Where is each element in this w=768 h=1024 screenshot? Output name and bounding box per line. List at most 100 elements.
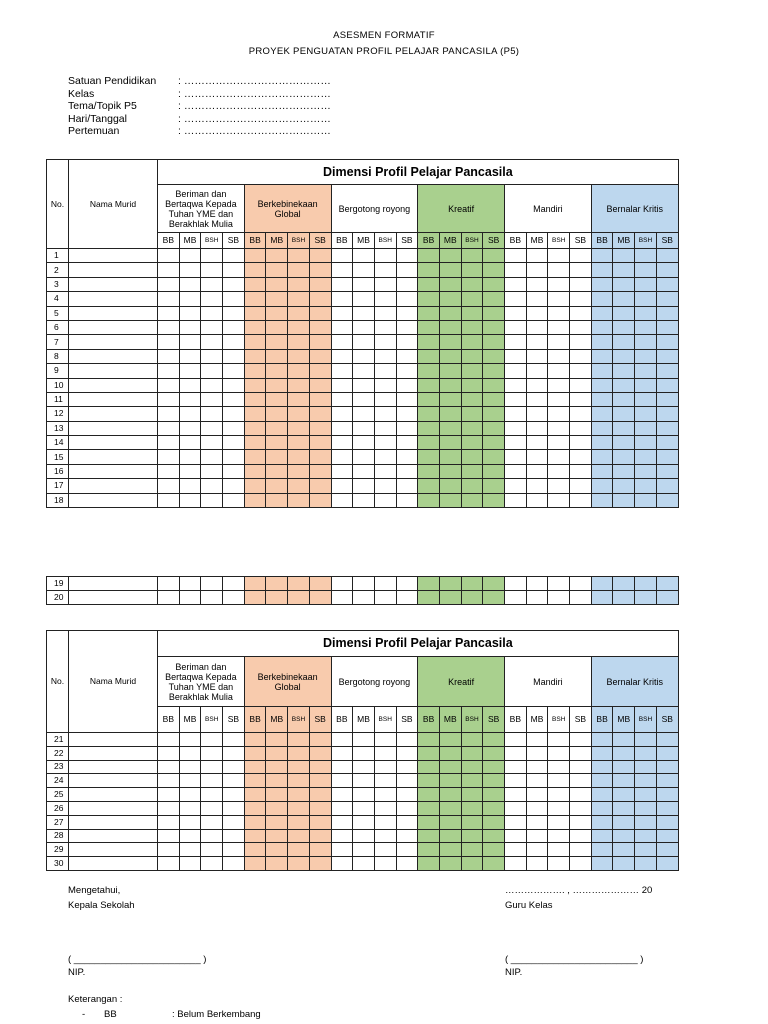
score-cell[interactable] [504,334,527,350]
score-cell[interactable] [287,732,310,747]
score-cell[interactable] [222,828,245,844]
score-cell[interactable] [200,262,224,278]
score-cell[interactable] [308,406,332,422]
score-cell[interactable] [504,391,527,408]
score-cell[interactable] [352,732,375,747]
score-cell[interactable] [373,800,397,816]
score-cell[interactable] [634,787,657,802]
score-cell[interactable] [525,828,549,844]
score-cell[interactable] [634,435,657,451]
score-cell[interactable] [308,773,332,789]
info-value-field[interactable]: : …………………………………… [178,100,331,112]
score-cell[interactable] [222,291,245,307]
score-cell[interactable] [569,492,592,509]
score-cell[interactable] [634,814,657,830]
student-name-cell[interactable] [68,377,158,393]
score-cell[interactable] [330,856,354,871]
score-cell[interactable] [352,406,375,422]
score-cell[interactable] [222,590,245,605]
score-cell[interactable] [569,576,592,591]
score-cell[interactable] [417,406,440,422]
score-cell[interactable] [395,449,419,465]
score-cell[interactable] [438,276,462,293]
score-cell[interactable] [417,377,440,393]
score-cell[interactable] [395,759,419,775]
score-cell[interactable] [157,348,180,365]
score-cell[interactable] [612,291,636,307]
score-cell[interactable] [482,732,505,747]
score-cell[interactable] [482,262,505,278]
score-cell[interactable] [352,745,375,761]
score-cell[interactable] [525,590,549,605]
score-cell[interactable] [590,363,614,379]
score-cell[interactable] [373,814,397,830]
score-cell[interactable] [634,576,657,591]
score-cell[interactable] [308,435,332,451]
score-cell[interactable] [460,856,484,871]
score-cell[interactable] [569,759,592,775]
score-cell[interactable] [634,449,657,465]
score-cell[interactable] [504,732,527,747]
score-cell[interactable] [157,435,180,451]
score-cell[interactable] [417,247,440,264]
score-cell[interactable] [525,856,549,871]
score-cell[interactable] [330,435,354,451]
score-cell[interactable] [590,814,614,830]
score-cell[interactable] [200,291,224,307]
score-cell[interactable] [547,420,571,437]
score-cell[interactable] [287,291,310,307]
score-cell[interactable] [547,773,571,789]
score-cell[interactable] [504,828,527,844]
score-cell[interactable] [547,334,571,350]
score-cell[interactable] [330,800,354,816]
score-cell[interactable] [612,463,636,480]
score-cell[interactable] [547,377,571,393]
score-cell[interactable] [655,842,679,858]
score-cell[interactable] [395,745,419,761]
score-cell[interactable] [287,745,310,761]
score-cell[interactable] [438,478,462,494]
score-cell[interactable] [200,435,224,451]
score-cell[interactable] [525,773,549,789]
score-cell[interactable] [655,334,679,350]
score-cell[interactable] [222,406,245,422]
score-cell[interactable] [308,348,332,365]
score-cell[interactable] [547,247,571,264]
score-cell[interactable] [590,420,614,437]
score-cell[interactable] [308,759,332,775]
score-cell[interactable] [612,377,636,393]
score-cell[interactable] [352,463,375,480]
score-cell[interactable] [373,262,397,278]
score-cell[interactable] [417,759,440,775]
score-cell[interactable] [438,449,462,465]
score-cell[interactable] [525,759,549,775]
score-cell[interactable] [222,478,245,494]
score-cell[interactable] [438,406,462,422]
score-cell[interactable] [460,590,484,605]
score-cell[interactable] [308,828,332,844]
info-value-field[interactable]: : …………………………………… [178,112,331,125]
score-cell[interactable] [373,492,397,509]
score-cell[interactable] [547,759,571,775]
score-cell[interactable] [157,305,180,321]
score-cell[interactable] [200,842,224,858]
score-cell[interactable] [287,334,310,350]
score-cell[interactable] [634,773,657,789]
score-cell[interactable] [265,319,289,336]
score-cell[interactable] [460,262,484,278]
score-cell[interactable] [525,800,549,816]
score-cell[interactable] [634,492,657,509]
score-cell[interactable] [308,576,332,591]
score-cell[interactable] [178,759,202,775]
score-cell[interactable] [243,759,267,775]
score-cell[interactable] [352,828,375,844]
score-cell[interactable] [200,406,224,422]
score-cell[interactable] [438,773,462,789]
score-cell[interactable] [287,247,310,264]
score-cell[interactable] [265,800,289,816]
score-cell[interactable] [243,391,267,408]
score-cell[interactable] [590,319,614,336]
score-cell[interactable] [525,420,549,437]
score-cell[interactable] [243,745,267,761]
score-cell[interactable] [504,856,527,871]
